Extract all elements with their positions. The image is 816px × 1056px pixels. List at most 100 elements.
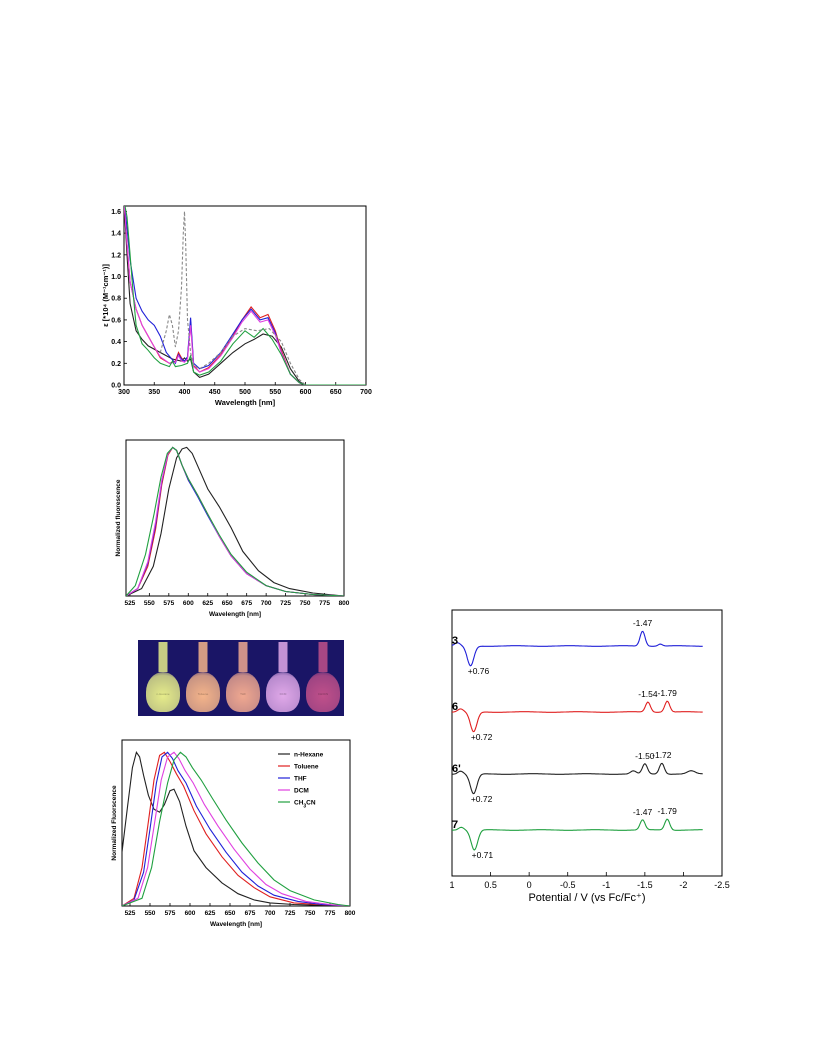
- x-tick-label: 500: [239, 389, 251, 396]
- flask-bulb: [186, 672, 220, 712]
- y-axis-label: Normalized fluorescence: [115, 479, 122, 556]
- x-tick-label: 600: [300, 389, 312, 396]
- x-tick-label: 800: [345, 910, 356, 917]
- series-line-n-hexane: [122, 751, 350, 906]
- x-tick-label: 450: [209, 389, 221, 396]
- oxidation-peak-label: +0.76: [468, 666, 490, 676]
- plot-frame: [121, 739, 351, 907]
- x-axis-label: Wavelength [nm]: [209, 611, 261, 618]
- x-tick-label: 650: [330, 389, 342, 396]
- compound-label: 7: [452, 819, 458, 831]
- flask-label: n-Hexane: [156, 692, 170, 696]
- x-tick-label: 625: [202, 600, 213, 607]
- reduction-peak-label: -1.72: [652, 750, 672, 760]
- x-tick-label: 725: [285, 910, 296, 917]
- series-line-toluene: [122, 751, 350, 906]
- x-tick-label: 400: [179, 389, 191, 396]
- y-tick-label: 0.8: [111, 296, 121, 303]
- flask: Toluene: [186, 642, 220, 712]
- legend-label: CH3CN: [294, 800, 316, 810]
- flask-bulb: [306, 672, 340, 712]
- x-tick-label: 1: [449, 880, 454, 890]
- y-tick-label: 0.0: [111, 383, 121, 390]
- y-axis-label: Normalized Fluorscence: [111, 785, 118, 861]
- legend-label: n-Hexane: [294, 752, 324, 759]
- x-tick-label: 700: [261, 600, 272, 607]
- flask-neck: [238, 642, 248, 672]
- x-tick-label: 600: [185, 910, 196, 917]
- flask: n-Hexane: [146, 642, 180, 712]
- legend-label: Toluene: [294, 764, 319, 771]
- plot-frame: [451, 609, 723, 877]
- flask: CH3CN: [306, 642, 340, 712]
- x-tick-label: 725: [280, 600, 291, 607]
- series-line-black: [126, 446, 344, 596]
- plot-frame: [125, 439, 345, 597]
- reduction-peak-label: -1.79: [658, 688, 678, 698]
- compound-label: 6': [452, 763, 461, 775]
- x-tick-label: 750: [300, 600, 311, 607]
- x-tick-label: 525: [124, 600, 135, 607]
- x-tick-label: 575: [163, 600, 174, 607]
- x-tick-label: 800: [339, 600, 350, 607]
- flask-label: DCM: [279, 692, 287, 696]
- x-tick-label: 625: [205, 910, 216, 917]
- y-axis-label: ε [*10⁴ (M⁻¹cm⁻¹)]: [101, 264, 110, 327]
- x-axis-label: Wavelength [nm]: [210, 921, 262, 928]
- cv-trace-7: [452, 818, 703, 851]
- series-line-magenta: [126, 446, 344, 596]
- cv-trace-6: [452, 700, 703, 733]
- x-tick-label: -1.5: [637, 880, 653, 890]
- x-tick-label: 600: [183, 600, 194, 607]
- flask-neck: [158, 642, 168, 672]
- x-tick-label: 750: [305, 910, 316, 917]
- y-tick-label: 0.4: [111, 339, 121, 346]
- x-tick-label: 525: [125, 910, 136, 917]
- flask-bulb: [146, 672, 180, 712]
- oxidation-peak-label: +0.72: [471, 794, 493, 804]
- cv-trace-6prime: [451, 762, 703, 795]
- series-line-thf: [122, 751, 350, 906]
- compound-label: 6: [452, 701, 458, 713]
- x-tick-label: 0: [527, 880, 532, 890]
- flask-neck: [278, 642, 288, 672]
- legend-label: DCM: [294, 788, 309, 795]
- fluorescence-chart-bottom: 525 550 575 600 625 650 675 700 725 750 775 800 Wave…: [111, 739, 356, 928]
- x-tick-label: -1: [602, 880, 610, 890]
- x-tick-label: -2.5: [714, 880, 730, 890]
- flask-label: THF: [240, 692, 246, 696]
- x-tick-label: 550: [269, 389, 281, 396]
- x-tick-label: 300: [118, 389, 130, 396]
- x-tick-label: 550: [145, 910, 156, 917]
- reduction-peak-label: -1.79: [658, 806, 678, 816]
- oxidation-peak-label: +0.71: [472, 850, 494, 860]
- y-tick-label: 1.6: [111, 209, 121, 216]
- x-tick-label: 350: [148, 389, 160, 396]
- flask: THF: [226, 642, 260, 712]
- flask-bulb: [266, 672, 300, 712]
- series-line-green: [126, 446, 344, 596]
- x-tick-label: 775: [319, 600, 330, 607]
- x-tick-label: 775: [325, 910, 336, 917]
- y-tick-label: 1.4: [111, 231, 121, 238]
- x-tick-label: 700: [360, 389, 372, 396]
- solvent-flasks-photo: n-Hexane Toluene THF DCM CH3CN: [138, 640, 344, 716]
- fluorescence-chart-top: 525 550 575 600 625 650 675 700 725 750 775 800 Wave…: [115, 439, 350, 618]
- series-line-dashed: [159, 211, 306, 385]
- absorption-spectrum-chart: 300 350 400 450 500 550 600 650 700 0.0 0.2 0.4 0.6 0…: [101, 205, 372, 407]
- x-tick-label: 650: [222, 600, 233, 607]
- legend: n-Hexane Toluene THF DCM CH3CN: [278, 752, 324, 810]
- voltammetry-chart: 1 0.5 0 -0.5 -1 -1.5 -2 -2.5 Potential / V (vs F…: [449, 609, 730, 904]
- compound-label: 3: [452, 635, 458, 647]
- flask-bulb: [226, 672, 260, 712]
- flask-label: CH3CN: [317, 692, 329, 696]
- reduction-peak-label: -1.47: [633, 618, 653, 628]
- y-tick-label: 0.6: [111, 317, 121, 324]
- series-line-dcm: [122, 751, 350, 906]
- y-tick-label: 0.2: [111, 361, 121, 368]
- x-tick-label: 550: [144, 600, 155, 607]
- series-line-green: [124, 206, 366, 385]
- reduction-peak-label: -1.50: [635, 751, 655, 761]
- x-tick-label: 700: [265, 910, 276, 917]
- x-axis-label: Wavelength [nm]: [215, 398, 276, 407]
